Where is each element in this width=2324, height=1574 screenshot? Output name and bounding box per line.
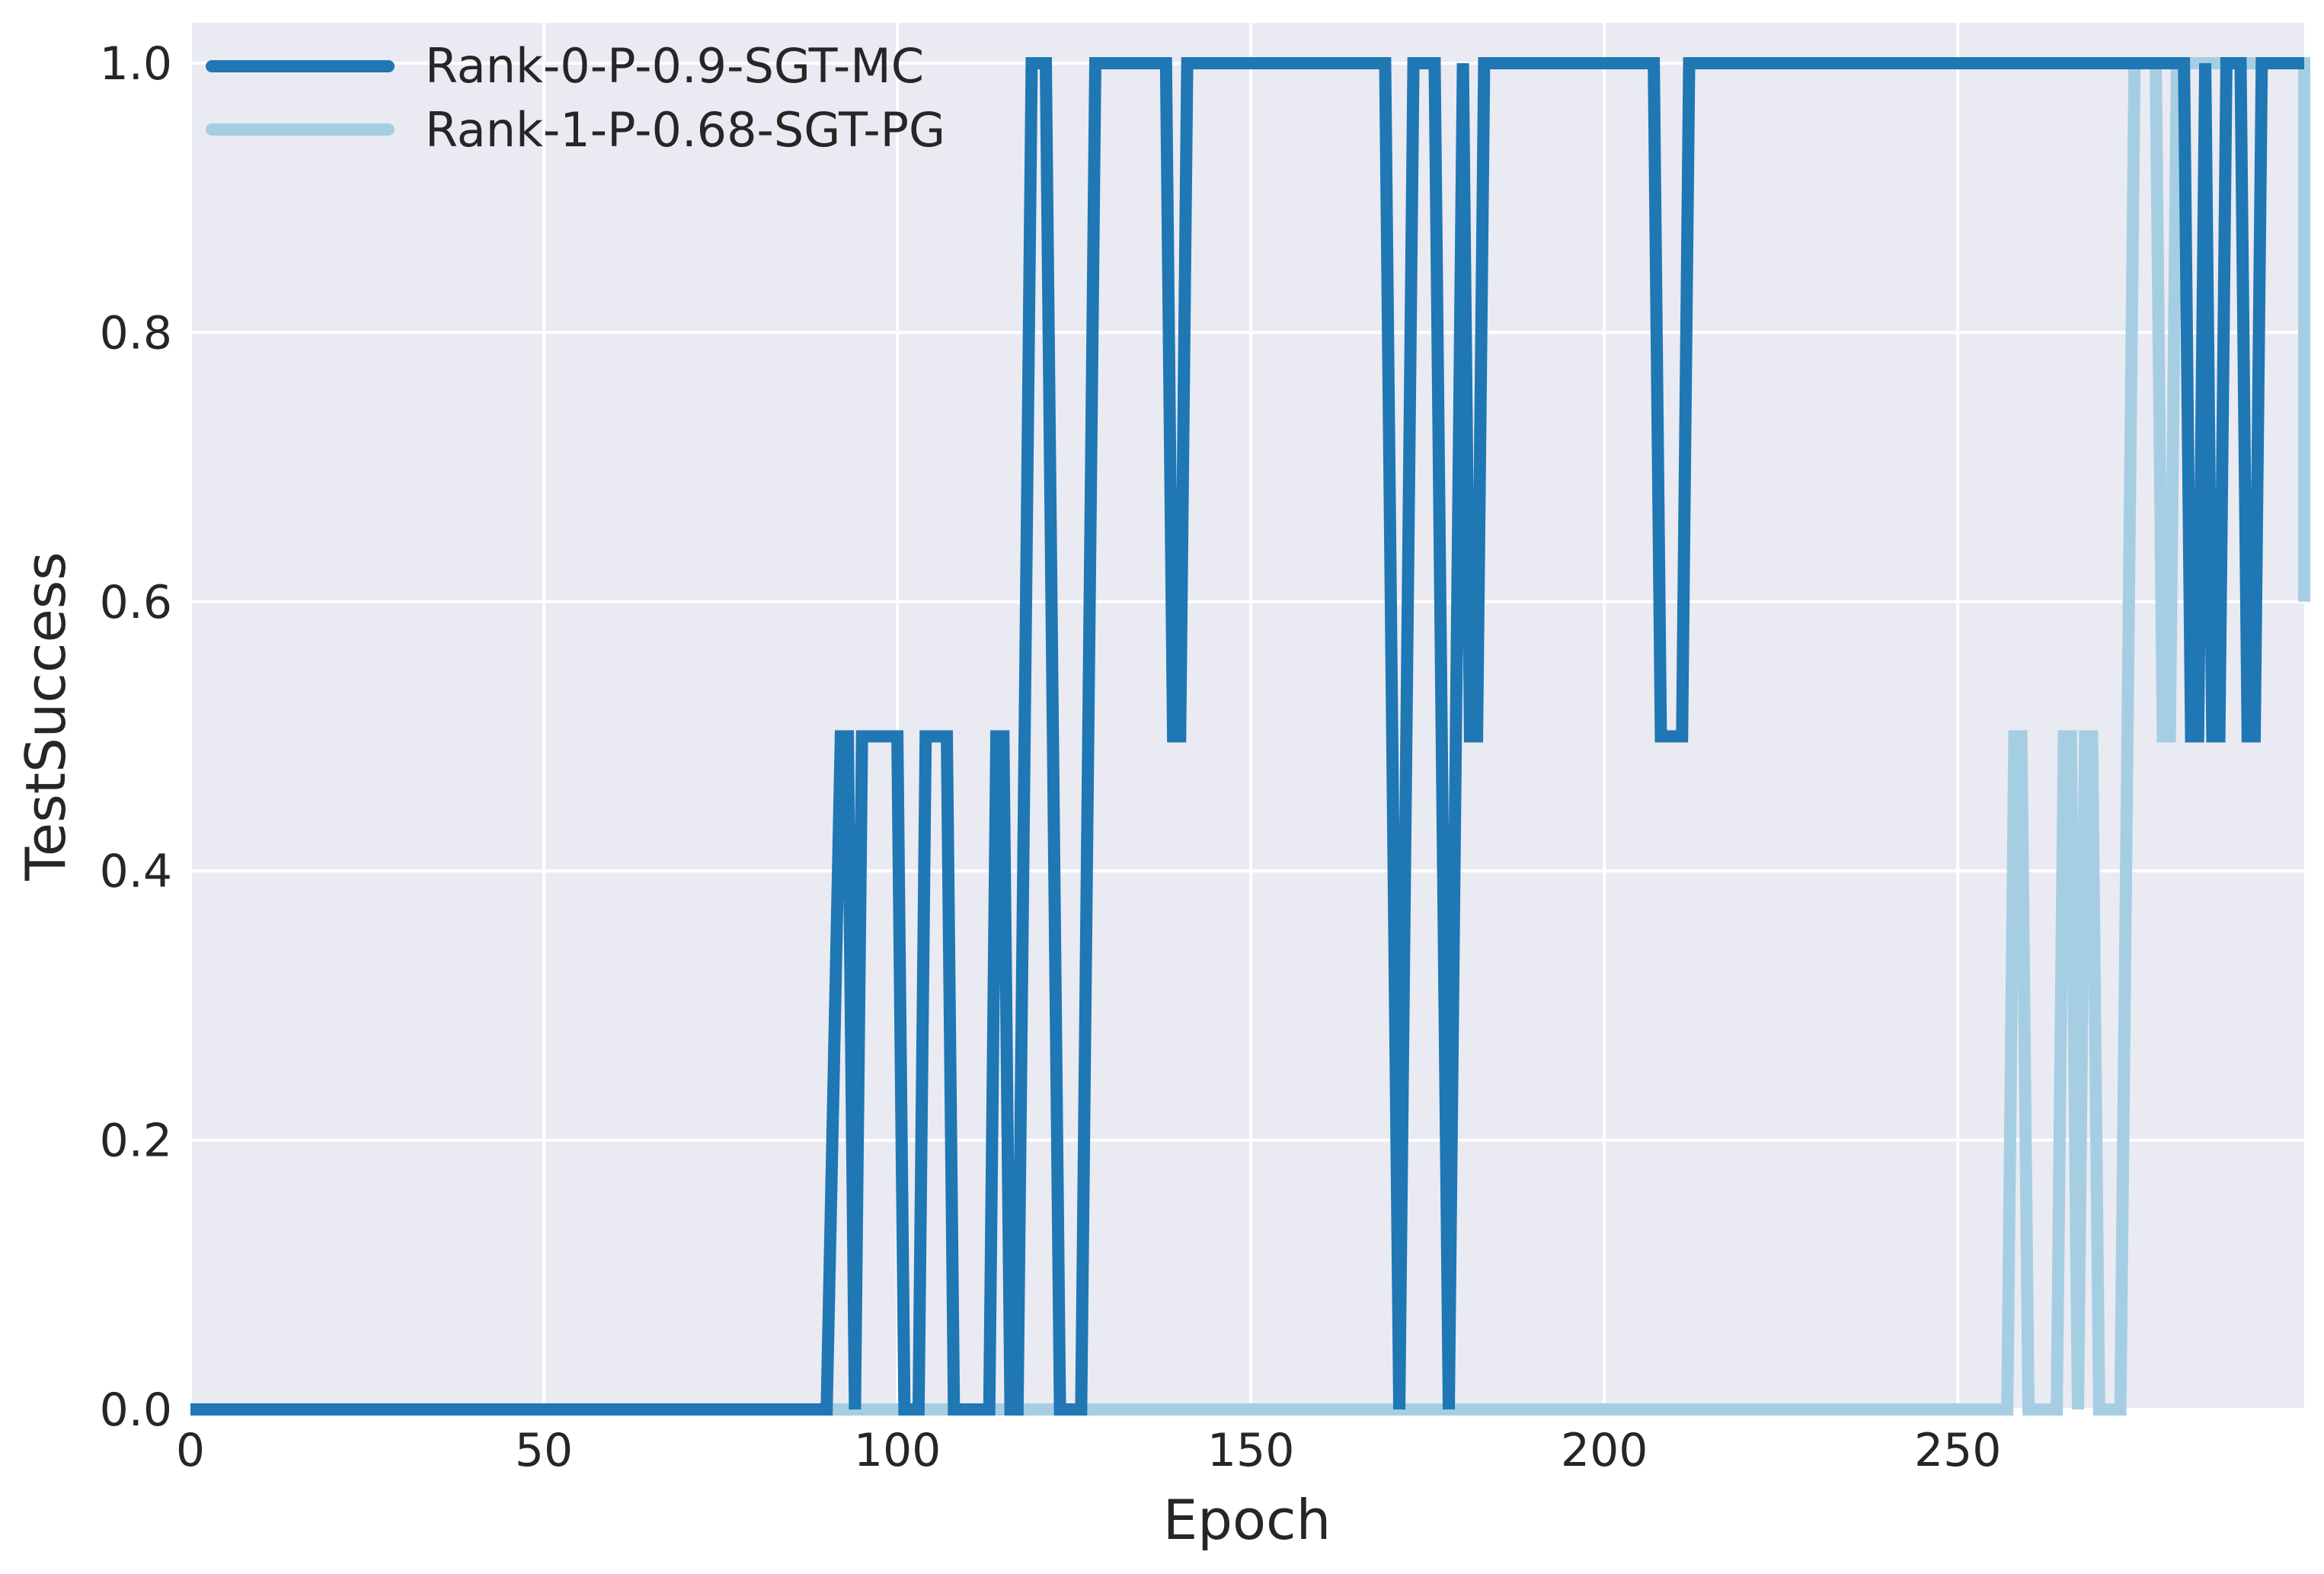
y-tick-label: 1.0	[100, 37, 172, 91]
y-tick-label: 0.4	[100, 845, 172, 898]
x-tick-label: 100	[854, 1424, 941, 1477]
y-tick-label: 0.8	[100, 306, 172, 360]
x-tick-label: 0	[176, 1424, 205, 1477]
x-tick-label: 50	[515, 1424, 573, 1477]
x-tick-label: 150	[1207, 1424, 1295, 1477]
x-tick-label: 250	[1914, 1424, 2002, 1477]
y-tick-label: 0.2	[100, 1115, 172, 1168]
x-tick-label: 200	[1561, 1424, 1648, 1477]
y-tick-labels: 0.0 0.2 0.4 0.6 0.8 1.0	[100, 37, 172, 1437]
y-tick-label: 0.6	[100, 576, 172, 629]
series-lines	[190, 57, 2310, 1416]
legend-label-series-1: Rank-1-P-0.68-SGT-PG	[425, 102, 945, 158]
x-axis-label: Epoch	[1163, 1488, 1331, 1552]
series-line-0	[190, 57, 2304, 1416]
series-line-1	[190, 57, 2310, 1416]
y-axis-label: TestSuccess	[14, 552, 78, 881]
legend: Rank-0-P-0.9-SGT-MC Rank-1-P-0.68-SGT-PG	[206, 38, 945, 158]
legend-label-series-0: Rank-0-P-0.9-SGT-MC	[425, 38, 924, 94]
plot-background	[190, 23, 2304, 1409]
y-tick-label: 0.0	[100, 1384, 172, 1437]
x-tick-labels: 0 50 100 150 200 250	[176, 1424, 2002, 1477]
